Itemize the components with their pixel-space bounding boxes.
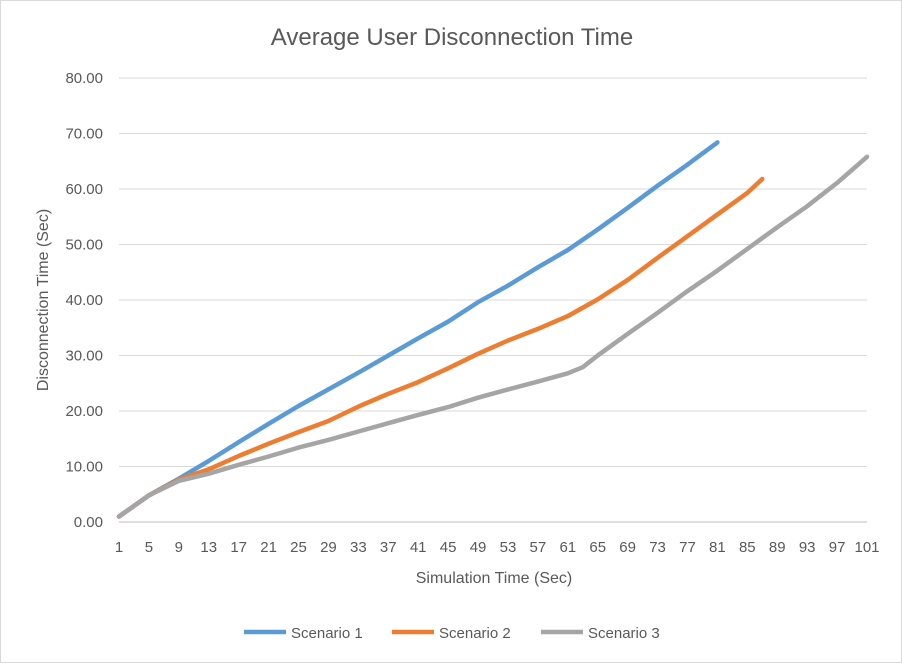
x-tick-label: 85 [739,539,756,556]
x-tick-label: 45 [440,539,457,556]
x-tick-label: 53 [500,539,517,556]
x-axis-ticks: 1 5 9 13 17 21 25 29 33 37 41 45 49 53 57 61 65 69 73 77 81 8… [115,539,880,556]
x-tick-label: 25 [290,539,307,556]
x-tick-label: 77 [679,539,696,556]
x-tick-label: 61 [559,539,576,556]
y-tick-label: 40.00 [65,292,103,309]
y-tick-label: 30.00 [65,348,103,365]
y-axis-ticks: 0.00 10.00 20.00 30.00 40.00 50.00 60.00 70.00 8… [65,70,103,531]
x-tick-label: 33 [350,539,367,556]
x-tick-label: 21 [260,539,277,556]
y-tick-label: 0.00 [74,514,103,531]
x-tick-label: 1 [115,539,123,556]
y-tick-label: 50.00 [65,237,103,254]
x-tick-label: 57 [530,539,547,556]
x-tick-label: 73 [649,539,666,556]
x-tick-label: 65 [589,539,606,556]
x-tick-label: 37 [380,539,397,556]
y-tick-label: 20.00 [65,403,103,420]
x-tick-label: 81 [709,539,726,556]
x-tick-label: 5 [145,539,153,556]
y-axis-title: Disconnection Time (Sec) [35,209,52,391]
series-line-3 [116,154,870,519]
y-tick-label: 80.00 [65,70,103,87]
x-tick-label: 13 [200,539,217,556]
y-tick-label: 70.00 [65,126,103,143]
x-tick-label: 17 [230,539,247,556]
x-tick-label: 101 [854,539,879,556]
x-axis-title: Simulation Time (Sec) [416,570,573,587]
series-lines [116,140,870,519]
series-line-1 [116,140,720,519]
legend-label-2: Scenario 2 [439,625,511,642]
x-tick-label: 49 [470,539,487,556]
x-tick-label: 69 [619,539,636,556]
y-tick-label: 10.00 [65,459,103,476]
grid-lines [119,77,867,523]
legend-label-3: Scenario 3 [588,625,660,642]
y-tick-label: 60.00 [65,181,103,198]
series-line-2 [116,176,765,519]
x-tick-label: 93 [799,539,816,556]
x-tick-label: 29 [320,539,337,556]
x-tick-label: 89 [769,539,786,556]
chart-title: Average User Disconnection Time [271,24,633,51]
legend-label-1: Scenario 1 [291,625,363,642]
x-tick-label: 97 [829,539,846,556]
x-tick-label: 9 [175,539,183,556]
x-tick-label: 41 [410,539,427,556]
legend: Scenario 1 Scenario 2 Scenario 3 [244,625,660,642]
